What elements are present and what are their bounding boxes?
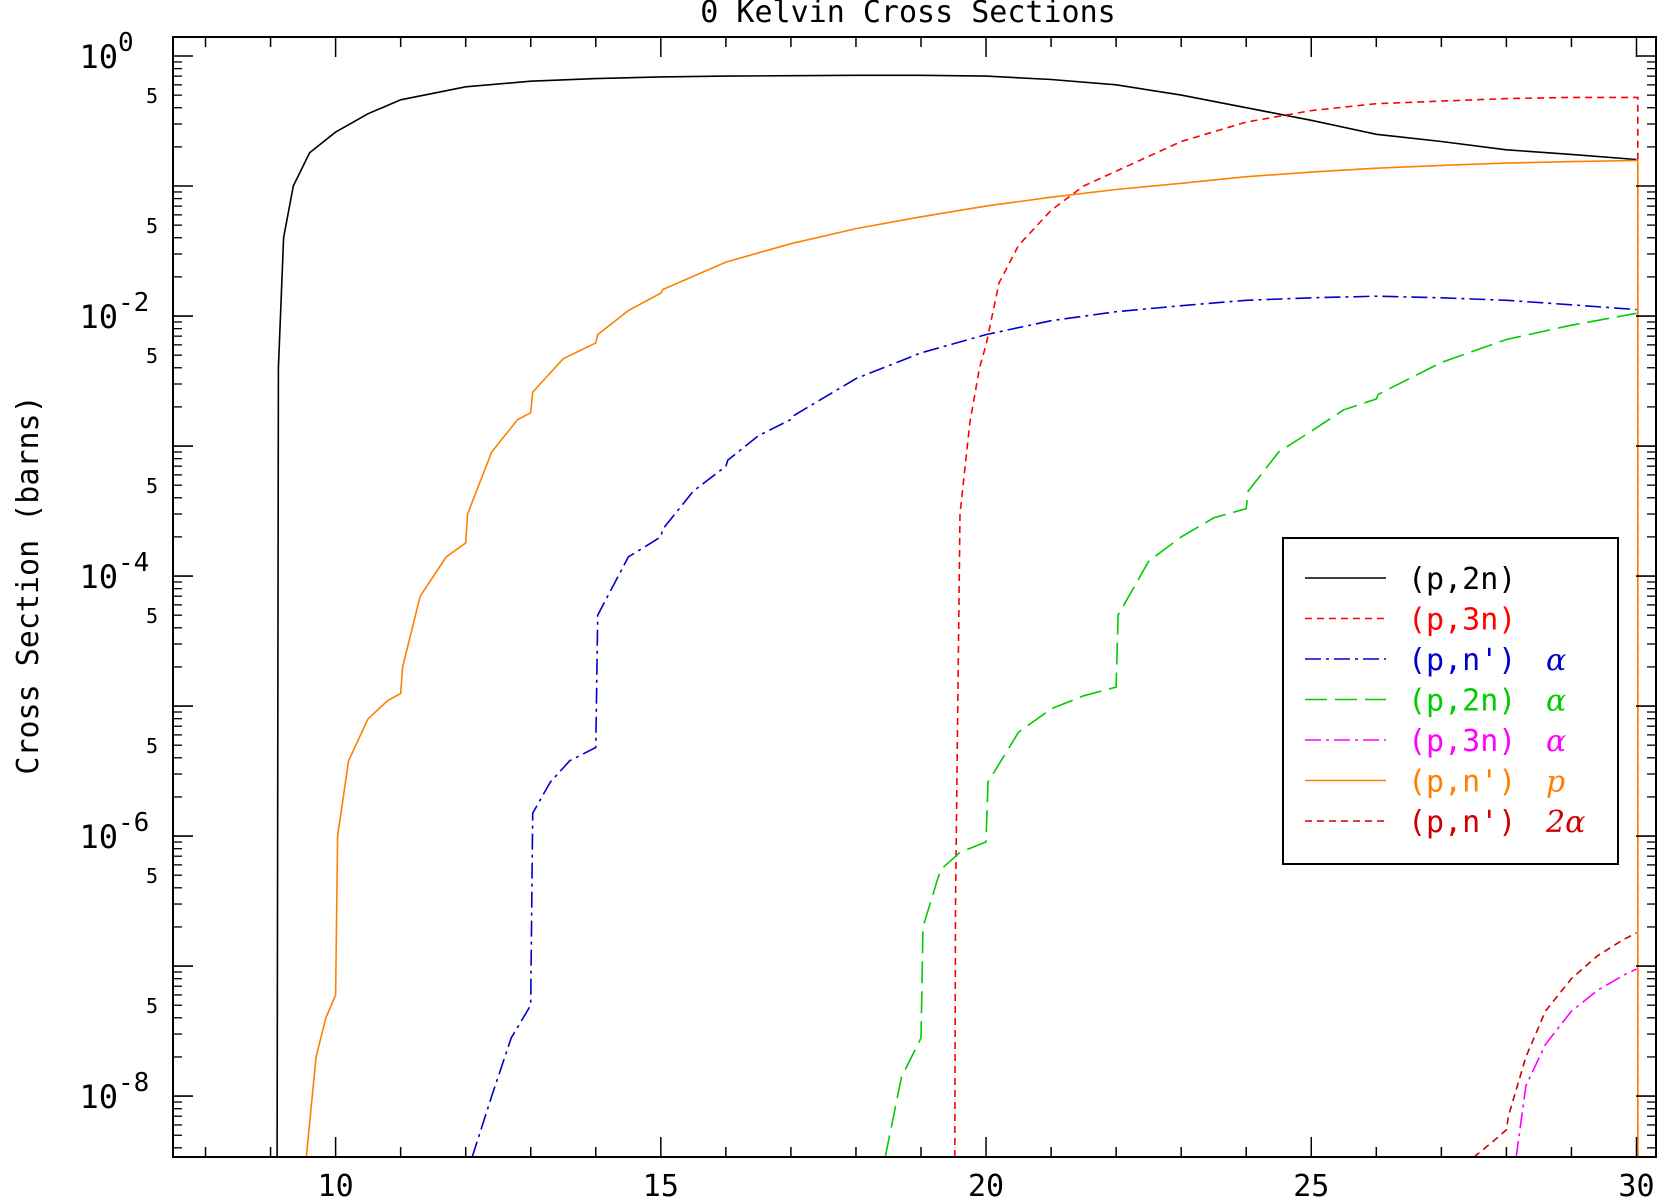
x-tick-label: 15 — [643, 1169, 679, 1201]
plot-frame — [172, 36, 1657, 1158]
series-line-3 — [884, 312, 1637, 1158]
y-tick-label-base: 10 — [79, 818, 118, 856]
legend-label-1: (p,3n) — [1408, 603, 1516, 638]
y-five-label: 5 — [146, 344, 158, 368]
y-tick-label-exponent: -4 — [118, 548, 149, 578]
legend-box — [1282, 537, 1619, 865]
legend-label-6: (p,n') — [1408, 805, 1516, 840]
y-tick-label-base: 10 — [79, 558, 118, 596]
y-tick-label-exponent: -2 — [118, 288, 149, 318]
legend-label-5: (p,n') — [1408, 765, 1516, 800]
y-five-label: 5 — [146, 604, 158, 628]
series-line-1 — [953, 96, 1639, 1158]
y-axis-label: Cross Section (barns) — [11, 395, 46, 774]
x-tick-label: 30 — [1618, 1169, 1654, 1201]
series-line-6 — [1473, 932, 1637, 1158]
legend: (p,2n) (p,3n) (p,n') α (p,2n) α (p,3n) α (p,n') p… — [1282, 537, 1619, 865]
series-line-0 — [276, 74, 1637, 1158]
chart-title: 0 Kelvin Cross Sections — [700, 0, 1115, 30]
y-tick-label-exponent: -8 — [118, 1068, 149, 1098]
legend-suffix-6: 2α — [1545, 805, 1585, 840]
legend-suffix-2: α — [1546, 643, 1566, 678]
legend-suffix-3: α — [1546, 684, 1566, 719]
legend-suffix-5: p — [1546, 765, 1565, 800]
legend-label-0: (p,2n) — [1408, 562, 1516, 597]
series-line-2 — [471, 295, 1637, 1158]
y-five-label: 5 — [146, 214, 158, 238]
y-tick-label-exponent: 0 — [118, 28, 134, 58]
legend-label-4: (p,3n) — [1408, 724, 1516, 759]
series-layer — [276, 74, 1639, 1158]
x-tick-label: 25 — [1293, 1169, 1329, 1201]
y-five-label: 5 — [146, 474, 158, 498]
legend-label-2: (p,n') — [1408, 643, 1516, 678]
series-line-5 — [305, 159, 1639, 1158]
y-tick-label-base: 10 — [79, 298, 118, 336]
y-five-label: 5 — [146, 84, 158, 108]
legend-label-3: (p,2n) — [1408, 684, 1516, 719]
y-tick-label-base: 10 — [79, 38, 118, 76]
y-five-label: 5 — [146, 864, 158, 888]
y-tick-label-exponent: -6 — [118, 808, 149, 838]
series-line-4 — [1515, 968, 1637, 1158]
y-tick-label-base: 10 — [79, 1078, 118, 1116]
x-tick-label: 10 — [318, 1169, 354, 1201]
y-five-label: 5 — [146, 994, 158, 1018]
x-tick-label: 20 — [968, 1169, 1004, 1201]
legend-suffix-4: α — [1546, 724, 1566, 759]
y-five-label: 5 — [146, 734, 158, 758]
